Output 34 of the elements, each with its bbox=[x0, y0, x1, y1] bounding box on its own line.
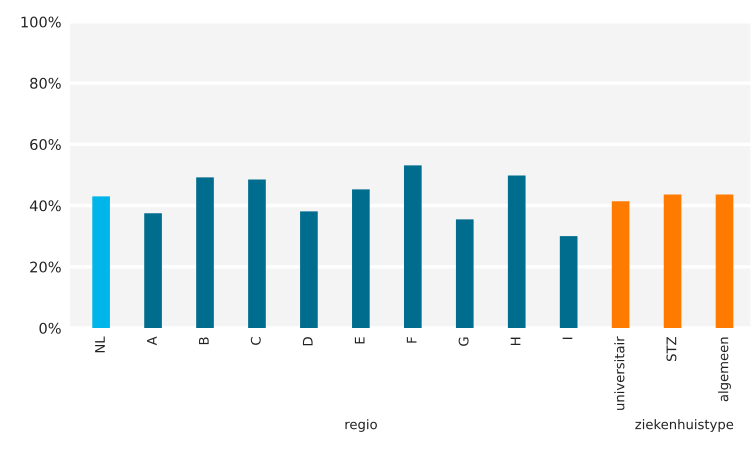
x-tick-label: algemeen bbox=[718, 338, 731, 402]
bar bbox=[144, 213, 162, 328]
y-tick-label: 40% bbox=[30, 200, 61, 212]
x-tick-label: STZ bbox=[666, 336, 676, 361]
x-tick-label: F bbox=[406, 337, 416, 343]
x-tick-label: I bbox=[562, 338, 572, 339]
text: ziekenhuistype bbox=[635, 419, 734, 432]
text: regio bbox=[345, 419, 377, 432]
x-tick-label: A bbox=[147, 336, 157, 346]
bar bbox=[508, 176, 526, 328]
x-tick-label: universitair bbox=[614, 336, 624, 410]
x-tick-label: C bbox=[250, 337, 261, 345]
bar bbox=[92, 196, 110, 328]
bar bbox=[248, 180, 266, 328]
y-tick-label: 0% bbox=[39, 322, 61, 334]
y-tick-label: 100% bbox=[22, 16, 61, 28]
y-tick-label: 20% bbox=[30, 262, 61, 273]
x-tick-label: G bbox=[458, 337, 469, 346]
x-tick-label: NL bbox=[95, 336, 105, 352]
bar bbox=[560, 236, 578, 328]
x-tick-label: B bbox=[199, 337, 209, 344]
bar bbox=[352, 189, 370, 328]
bar bbox=[404, 165, 422, 328]
bar bbox=[300, 211, 318, 328]
y-tick-label: 80% bbox=[30, 78, 61, 89]
bar bbox=[716, 194, 734, 328]
bar bbox=[664, 194, 682, 328]
x-tick-label: H bbox=[510, 338, 520, 346]
y-tick-label: 60% bbox=[30, 139, 61, 150]
bar bbox=[612, 201, 630, 328]
bar bbox=[456, 219, 474, 328]
bar bbox=[196, 177, 214, 328]
x-tick-label: E bbox=[354, 337, 365, 344]
x-tick-label: D bbox=[302, 337, 313, 346]
